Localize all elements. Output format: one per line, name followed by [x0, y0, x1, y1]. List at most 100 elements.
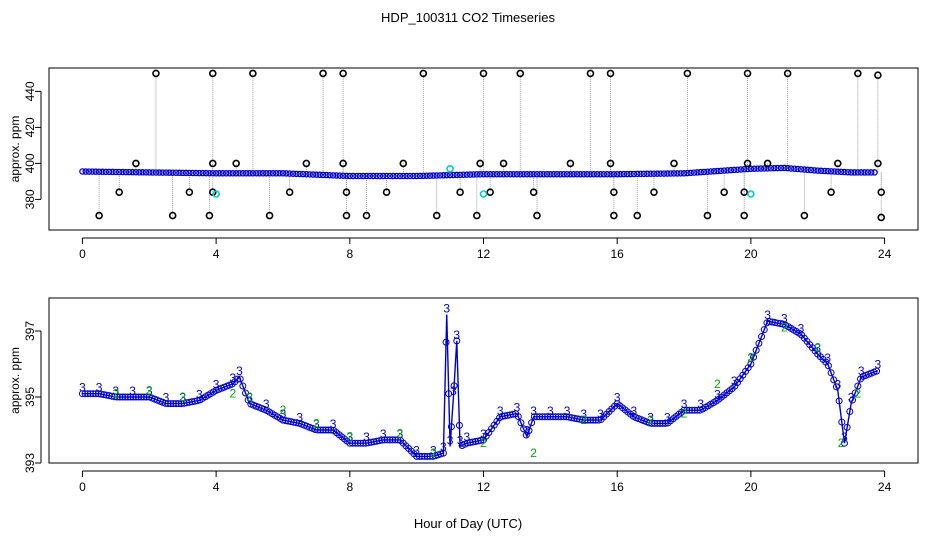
baseline-point [854, 169, 862, 176]
series-3-point [426, 452, 434, 460]
series-3-point [851, 389, 859, 397]
series-3-point [447, 423, 455, 431]
series-3-point [758, 333, 766, 341]
baseline-point [343, 172, 350, 180]
baseline-point [523, 170, 531, 178]
y-tick-label: 420 [23, 117, 37, 137]
baseline-point [537, 170, 544, 178]
plot-frame [48, 67, 919, 231]
series-3-label: 3 [163, 391, 170, 405]
baseline-point [256, 170, 263, 177]
baseline-point [593, 170, 601, 178]
outlier-point [339, 69, 347, 78]
series-3-point [389, 436, 397, 444]
baseline-point [573, 170, 581, 178]
series-3-point [124, 393, 132, 401]
baseline-point [867, 169, 875, 176]
series-3-label: 3 [814, 341, 821, 355]
series-3-label: 3 [179, 391, 186, 405]
series-3-point [442, 338, 450, 346]
baseline-point [276, 170, 283, 177]
series-3-point [287, 418, 295, 426]
series-3-point [314, 426, 322, 434]
baseline-point [687, 169, 694, 177]
series-3-point [164, 400, 172, 408]
series-3-label: 3 [450, 384, 457, 398]
series-3-label: 3 [443, 302, 450, 316]
baseline-point [196, 169, 203, 177]
baseline-point [824, 167, 832, 175]
baseline-point [129, 168, 136, 176]
series-3-point [589, 416, 597, 424]
baseline-point [633, 170, 641, 178]
baseline-point [834, 168, 842, 175]
baseline-point [841, 168, 848, 176]
series-3-label: 3 [196, 387, 203, 401]
baseline-point [617, 170, 624, 178]
baseline-point [273, 170, 280, 177]
baseline-point [146, 169, 153, 176]
series-3-point [768, 318, 776, 326]
baseline-point [189, 169, 196, 177]
series-3-label: 3 [564, 404, 571, 418]
series-3-point [177, 400, 185, 408]
outlier-point [476, 159, 484, 168]
series-3-point [89, 390, 97, 398]
baseline-point [149, 169, 156, 176]
baseline-point [356, 172, 364, 180]
baseline-point [349, 172, 357, 180]
x-tick-label: 4 [213, 247, 220, 261]
baseline-point [289, 170, 297, 177]
baseline-point [239, 170, 247, 177]
baseline-point [480, 170, 487, 178]
baseline-point [577, 170, 584, 178]
baseline-point [587, 170, 594, 178]
series-2-label: 2 [580, 413, 587, 427]
series-3-label: 3 [614, 391, 621, 405]
series-3-point [691, 406, 699, 414]
baseline-point [670, 170, 678, 177]
series-3-point [140, 393, 148, 401]
baseline-point [560, 170, 567, 178]
series-3-point [525, 427, 533, 435]
baseline-point [607, 170, 614, 178]
baseline-point [319, 171, 327, 179]
series-3-point [514, 413, 522, 421]
outlier-point [339, 159, 347, 168]
x-tick-label: 0 [79, 247, 86, 261]
cyan-point [479, 190, 488, 198]
baseline-point [115, 168, 123, 176]
series-2-label: 2 [146, 383, 153, 397]
y-tick-label: 395 [23, 387, 37, 407]
baseline-point [597, 170, 604, 178]
series-3-point [854, 382, 862, 390]
baseline-point [553, 170, 561, 178]
series-3-point [835, 397, 843, 405]
x-tick-label: 4 [213, 480, 220, 494]
baseline-point [393, 172, 400, 180]
baseline-point [162, 169, 170, 176]
baseline-point [390, 172, 397, 180]
baseline-point [650, 170, 658, 177]
baseline-point [266, 170, 273, 177]
baseline-point [817, 167, 825, 175]
series-3-point [370, 438, 378, 446]
x-tick-label: 16 [611, 480, 625, 494]
series-3-point [94, 390, 102, 398]
baseline-point [410, 172, 417, 180]
chart-title: HDP_100311 CO2 Timeseries [381, 10, 555, 25]
series-2-label: 2 [430, 446, 437, 460]
baseline-point [664, 170, 671, 177]
baseline-point [219, 170, 227, 177]
baseline-point [623, 170, 631, 178]
baseline-point [430, 172, 437, 179]
baseline-point [613, 170, 621, 178]
series-3-label: 3 [497, 404, 504, 418]
outlier-point [95, 211, 103, 220]
series-3-point [541, 413, 549, 421]
series-3-point [375, 437, 383, 445]
series-3-point [84, 390, 92, 398]
series-3-point [234, 375, 242, 383]
baseline-point [460, 171, 467, 178]
baseline-point [500, 170, 507, 178]
